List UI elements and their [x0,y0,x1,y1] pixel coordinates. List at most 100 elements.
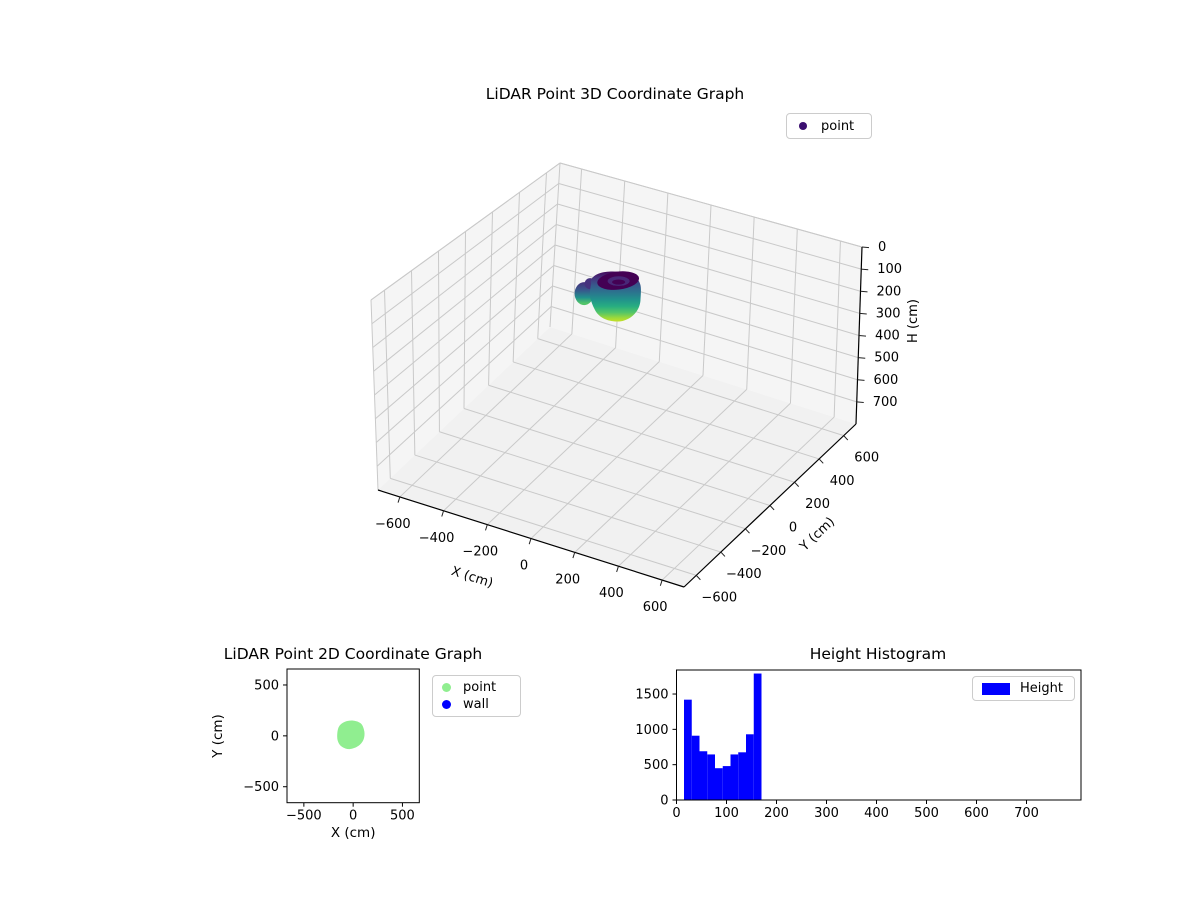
x-tick-label: −400 [419,531,455,546]
x-tick-label: −500 [286,809,322,824]
x-tick-label: 600 [964,806,989,821]
z-tick-label: 300 [876,306,901,321]
legend-label: point [821,118,855,134]
grid-line [375,285,553,443]
histogram-bar [753,673,762,800]
legend-label: Height [1020,681,1063,696]
x-tick-label: 100 [714,806,739,821]
x-tick-label: 200 [764,806,789,821]
grid-line [618,402,791,567]
grid-line [486,361,660,526]
z-tick-label: 200 [877,284,902,299]
z-tick-mark [860,290,868,293]
histogram-bar [684,699,692,800]
grid-line [373,224,557,372]
grid-line [370,162,561,301]
y-tick-label: 0 [660,794,668,809]
plot2d-title: LiDAR Point 2D Coordinate Graph [223,645,483,663]
histogram-bar [691,735,700,800]
y-tick-mark [769,505,775,511]
grid-line [371,183,560,325]
grid-line [375,265,555,420]
histogram-bar [715,768,723,800]
point-marker-icon [442,683,451,692]
x-tick-label: 700 [1014,806,1039,821]
y-tick-mark [720,551,726,557]
pane-right-wall [550,163,862,424]
legend-entry-height: Height [982,681,1074,696]
z-tick-label: 400 [875,329,900,344]
grid-line [559,162,863,248]
point-marker-icon [799,122,807,130]
legend-entry-wall: wall [442,696,520,713]
y-tick-mark [843,435,849,441]
y-tick-label: −500 [243,780,279,795]
x-tick-mark [528,538,532,545]
z-tick-mark [857,379,865,381]
histogram-bar [746,734,754,800]
y-tick-mark [818,458,824,464]
z-tick-mark [859,312,867,315]
x-tick-label: 500 [390,809,415,824]
y-tick-label: 0 [271,729,279,744]
y-tick-mark [745,528,750,534]
grid-line [554,244,860,336]
grid-line [558,183,862,270]
grid-line [372,203,558,348]
z-tick-label: 0 [878,240,886,255]
y-tick-label: 1500 [635,688,668,703]
x-tick-mark [616,566,619,573]
y-axis-label: Y (cm) [796,515,838,556]
x-tick-label: −600 [375,517,411,532]
y-tick-label: 500 [644,758,669,773]
histogram-bar [699,751,708,800]
y-tick-label: 0 [789,521,797,536]
grid-line [370,299,379,491]
y-axis-label: Y (cm) [210,714,226,759]
point-cloud-rim-hole [612,279,626,285]
wall-marker-icon [442,700,451,709]
grid-line [661,416,835,581]
x-tick-label: −200 [462,545,498,560]
grid-line [376,306,552,467]
z-tick-mark [858,335,867,337]
pane-left-wall [371,163,560,490]
plot3d-legend: point [786,113,872,139]
z-tick-mark [856,401,864,403]
x-tick-label: 0 [349,809,357,824]
grid-line [443,347,616,512]
x-tick-mark [397,496,401,503]
x-tick-mark [485,524,488,531]
legend-entry-point: point [442,679,520,696]
z-tick-label: 500 [874,351,899,366]
x-tick-label: 400 [599,586,624,601]
legend-label: wall [463,697,489,712]
legend-entry-point: point [799,119,871,134]
z-tick-label: 600 [874,373,899,388]
legend-label: point [463,680,497,695]
z-tick-mark [861,246,870,249]
grid-line [530,375,704,539]
grid-line [399,333,573,498]
x-axis-label: X (cm) [449,564,495,591]
z-tick-mark [858,357,866,359]
x-tick-label: 400 [864,806,889,821]
y-tick-mark [794,481,800,487]
grid-line [574,388,748,553]
y-tick-label: 1000 [635,723,668,738]
y-tick-label: 200 [805,497,830,512]
height-patch-icon [982,682,1010,695]
y-tick-label: 500 [254,678,279,693]
y-tick-label: 400 [830,474,855,489]
histogram-bar [730,754,739,800]
x-tick-mark [441,510,445,517]
z-tick-label: 700 [873,395,898,410]
x-tick-label: 300 [814,806,839,821]
x-tick-label: 600 [643,600,668,615]
grid-line [549,162,561,328]
x-tick-mark [659,579,663,586]
x-tick-label: 0 [520,559,528,574]
scatter-points-2d [337,720,365,750]
